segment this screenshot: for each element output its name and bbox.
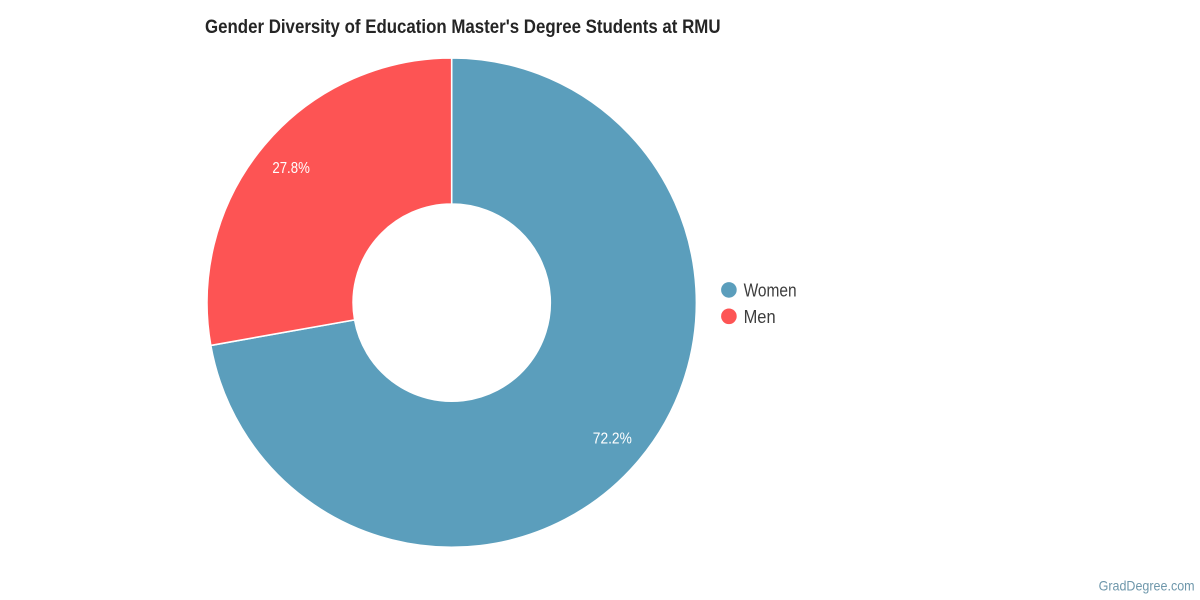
svg-text:Women: Women [744,281,797,301]
svg-text:GradDegree.com: GradDegree.com [1099,578,1195,594]
svg-text:Gender Diversity of Education: Gender Diversity of Education Master's D… [205,16,721,38]
svg-text:72.2%: 72.2% [593,431,632,448]
svg-text:27.8%: 27.8% [272,160,310,177]
svg-text:Men: Men [744,307,776,327]
